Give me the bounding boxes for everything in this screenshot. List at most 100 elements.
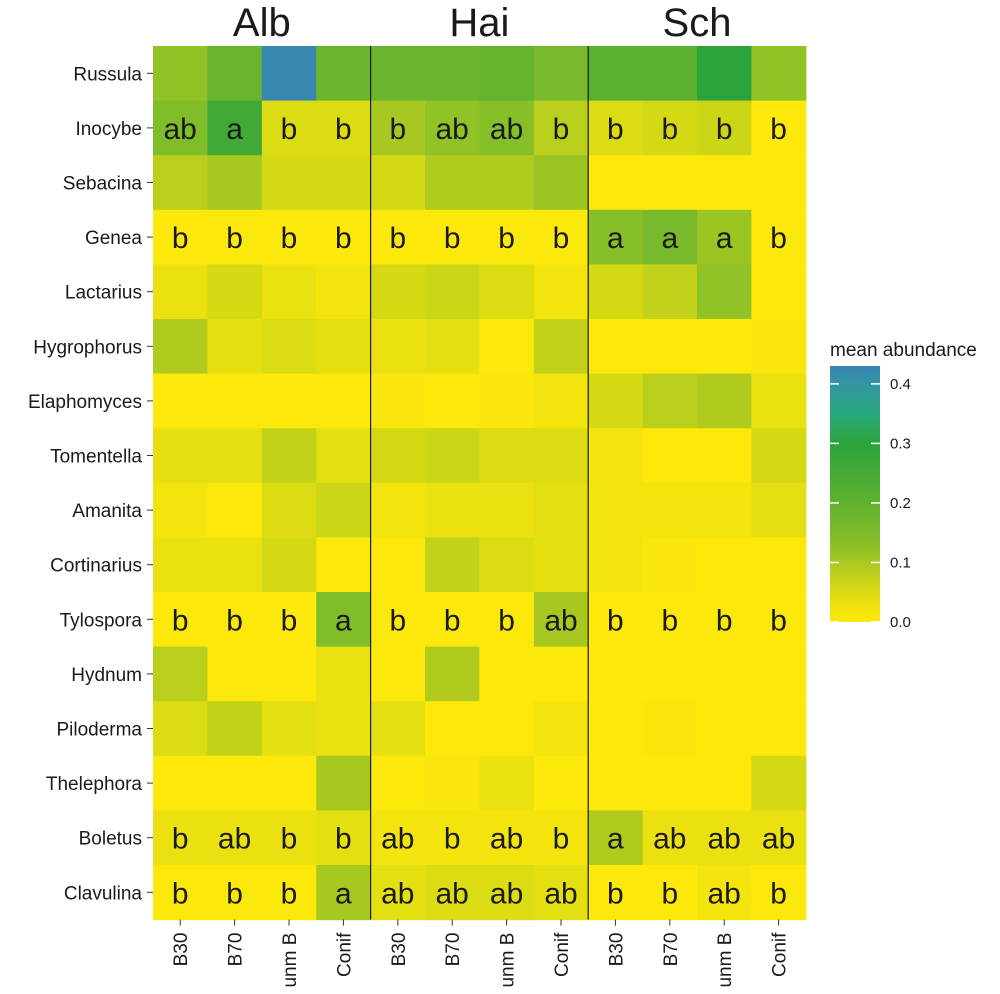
heatmap-cell	[425, 373, 480, 429]
heatmap-cell	[316, 701, 372, 757]
heatmap-cell	[479, 646, 535, 702]
heatmap-cell	[370, 46, 426, 102]
heatmap-cell	[697, 865, 752, 921]
significance-letter: b	[389, 222, 406, 255]
heatmap-cell	[207, 646, 263, 702]
heatmap-cell	[316, 100, 372, 156]
column-label-b70: B70	[226, 933, 247, 967]
heatmap-cell	[370, 482, 426, 538]
significance-letter: b	[770, 113, 787, 146]
heatmap-cell	[533, 155, 589, 211]
significance-letter: b	[226, 604, 243, 637]
column-label-b30: B30	[606, 933, 627, 967]
heatmap-cell	[261, 209, 317, 265]
heatmap-cell	[425, 482, 480, 538]
heatmap-cell	[533, 592, 589, 648]
heatmap-cell	[425, 100, 480, 156]
heatmap-cell	[207, 592, 263, 648]
row-label-amanita: Amanita	[72, 501, 142, 522]
heatmap-cell	[479, 701, 535, 757]
significance-letter: a	[226, 113, 243, 146]
row-label-tomentella: Tomentella	[50, 447, 142, 468]
heatmap-cell	[697, 46, 752, 102]
significance-letter: b	[281, 222, 298, 255]
heatmap-cell	[153, 810, 208, 866]
heatmap-cell	[697, 592, 752, 648]
row-label-inocybe: Inocybe	[75, 119, 142, 140]
heatmap-cell	[261, 373, 317, 429]
heatmap-cell	[316, 428, 372, 484]
significance-letter: ab	[436, 877, 469, 910]
significance-letter: b	[553, 823, 570, 856]
heatmap-cell	[751, 592, 807, 648]
heatmap-cell	[533, 482, 589, 538]
heatmap-cell	[751, 100, 807, 156]
row-label-lactarius: Lactarius	[65, 283, 142, 304]
heatmap-cell	[588, 319, 644, 375]
heatmap-cell	[642, 46, 698, 102]
significance-letter: a	[335, 604, 352, 637]
heatmap-cell	[207, 755, 263, 811]
heatmap-cell	[588, 209, 644, 265]
heatmap-cell	[207, 209, 263, 265]
significance-letter: b	[661, 604, 678, 637]
significance-letter: b	[498, 222, 515, 255]
significance-letter: ab	[490, 877, 523, 910]
heatmap-cell	[479, 592, 535, 648]
significance-letter: ab	[490, 113, 523, 146]
significance-letter: b	[335, 113, 352, 146]
column-label-conif: Conif	[334, 932, 355, 977]
significance-letter: b	[607, 604, 624, 637]
significance-letter: b	[553, 222, 570, 255]
heatmap-cell	[533, 46, 589, 102]
legend-tick-label: 0.1	[890, 554, 911, 571]
heatmap-cell	[316, 46, 372, 102]
heatmap-cell	[751, 646, 807, 702]
heatmap-cell	[153, 209, 208, 265]
heatmap-cell	[261, 592, 317, 648]
significance-letters: ab a b b b ab ab b b b b bb b b b b b b b a a a bb b b a b b b ab b b b b…	[164, 113, 796, 910]
heatmap-cell	[370, 701, 426, 757]
significance-letter: ab	[218, 823, 251, 856]
significance-letter: b	[172, 222, 189, 255]
significance-letter: b	[716, 113, 733, 146]
significance-letter: a	[607, 222, 624, 255]
heatmap-cell	[425, 810, 480, 866]
heatmap-cell	[588, 646, 644, 702]
significance-letter: ab	[164, 113, 197, 146]
heatmap-cell	[425, 46, 480, 102]
legend-tick-label: 0.3	[890, 435, 911, 452]
heatmap-cell	[316, 209, 372, 265]
significance-letter: b	[444, 604, 461, 637]
significance-letter: b	[770, 222, 787, 255]
heatmap-cell	[697, 646, 752, 702]
heatmap-cell	[153, 428, 208, 484]
significance-letter: ab	[544, 604, 577, 637]
heatmap-cell	[533, 428, 589, 484]
heatmap-cell	[370, 209, 426, 265]
heatmap-cell	[425, 428, 480, 484]
heatmap-cell	[479, 100, 535, 156]
heatmap-cell	[697, 537, 752, 593]
heatmap-cell	[370, 264, 426, 320]
heatmap-cell	[153, 46, 208, 102]
heatmap-cell	[153, 319, 208, 375]
heatmap-cell	[316, 264, 372, 320]
significance-letter: b	[770, 877, 787, 910]
heatmap-cell	[751, 810, 807, 866]
heatmap-cell	[751, 46, 807, 102]
heatmap-cell	[588, 482, 644, 538]
heatmap-cell	[153, 755, 208, 811]
heatmap-cell	[479, 209, 535, 265]
heatmap-cell	[261, 319, 317, 375]
significance-letter: b	[553, 113, 570, 146]
legend: mean abundance 0.0 0.1 0.2 0.3 0.4	[830, 340, 977, 631]
legend-tick-label: 0.4	[890, 376, 911, 393]
heatmap-cell	[479, 482, 535, 538]
heatmap-cell	[588, 810, 644, 866]
heatmap-cell	[751, 482, 807, 538]
heatmap-cell	[533, 810, 589, 866]
significance-letter: a	[335, 877, 352, 910]
significance-letter: ab	[490, 823, 523, 856]
facet-title-sch: Sch	[663, 1, 732, 45]
